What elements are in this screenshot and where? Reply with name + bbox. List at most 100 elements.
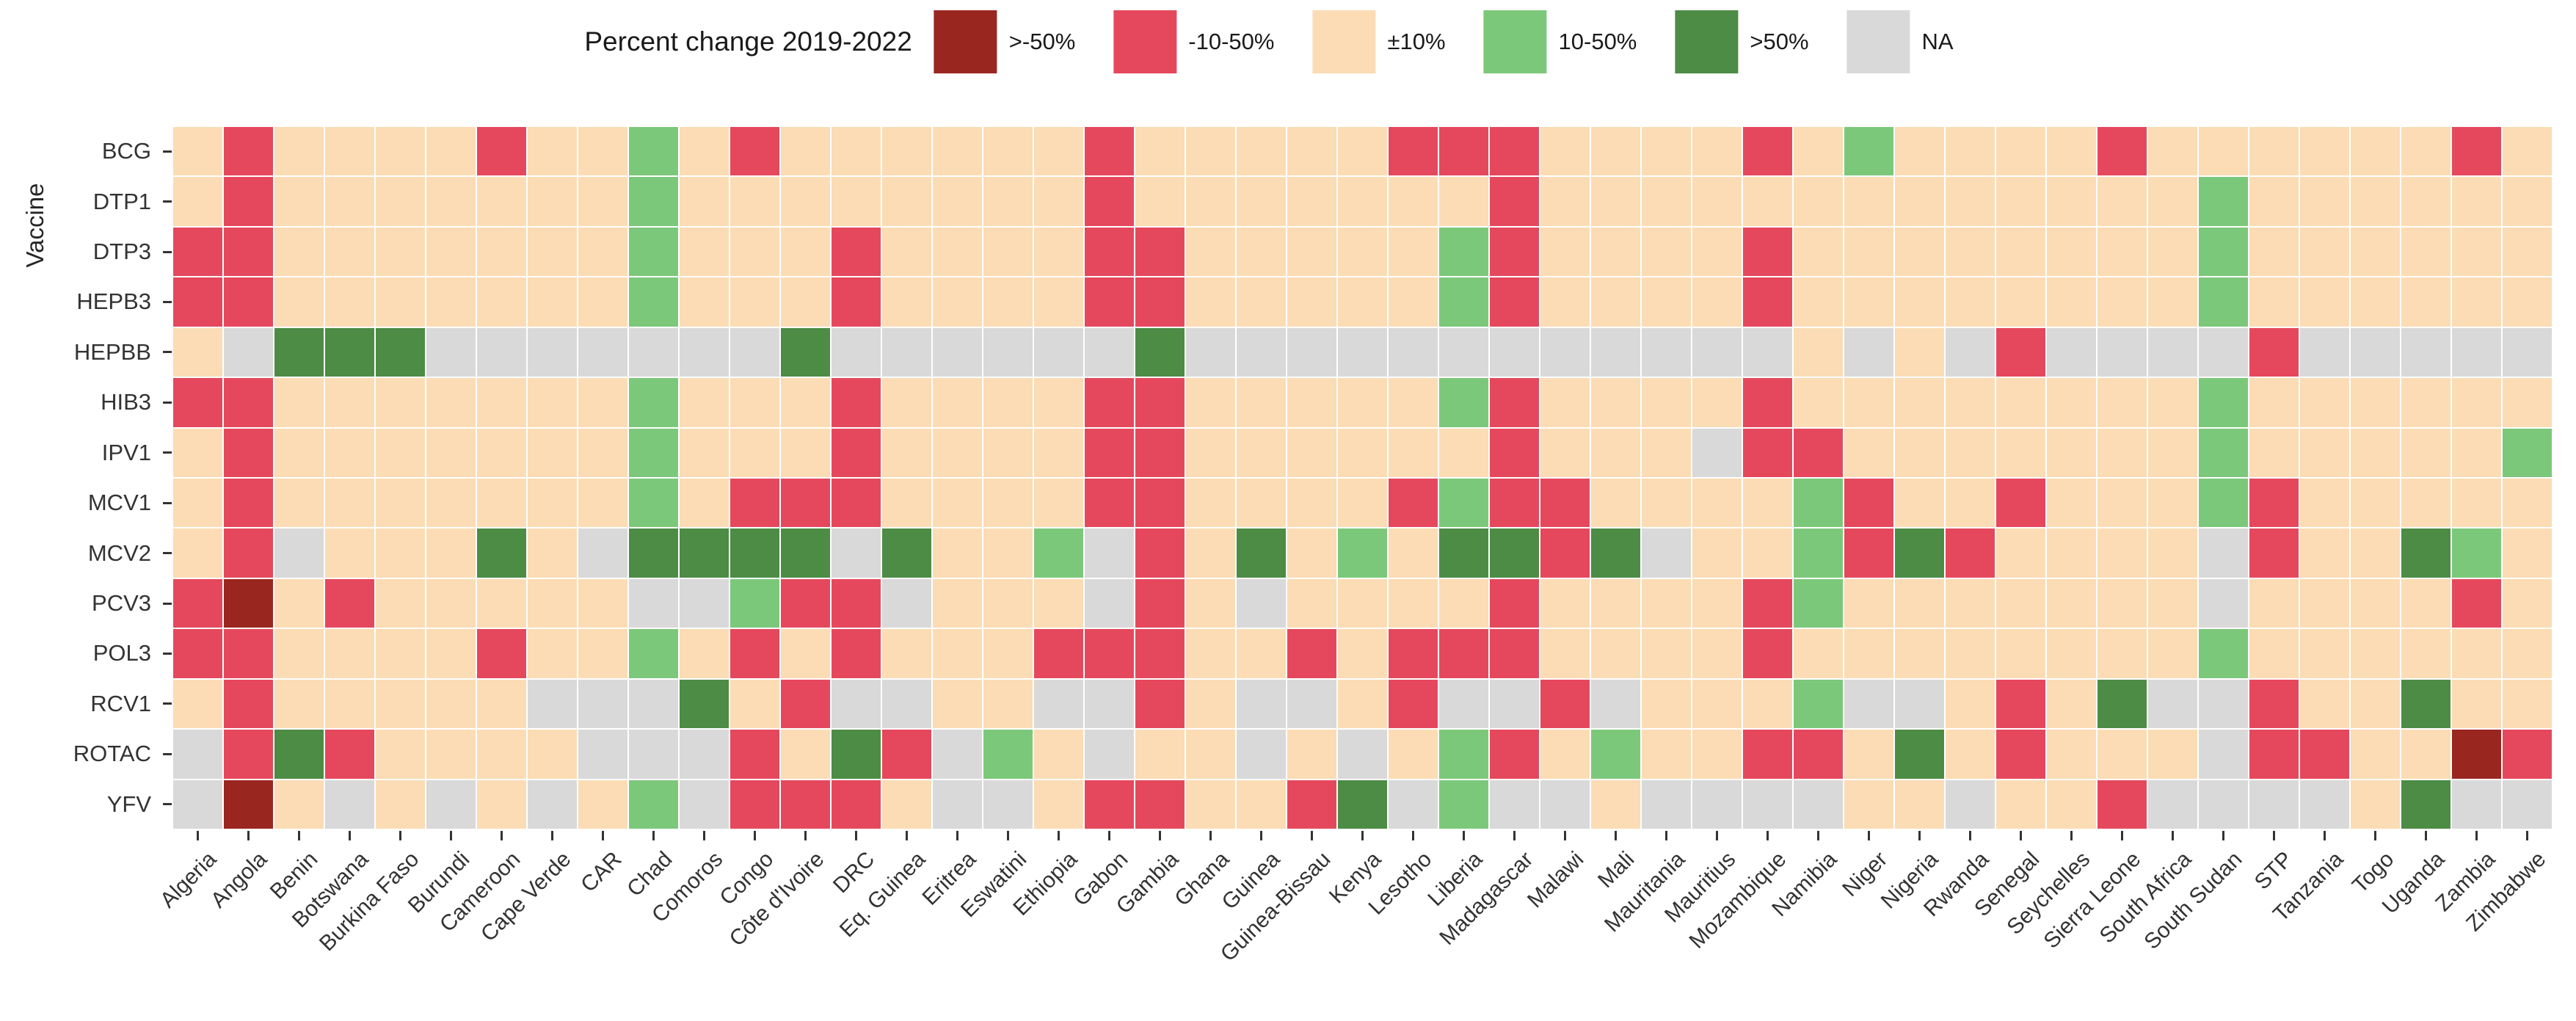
heatmap-cell	[1489, 327, 1540, 378]
heatmap-cell	[1692, 176, 1742, 227]
heatmap-cell	[1742, 678, 1793, 730]
heatmap-cell	[2451, 478, 2502, 528]
heatmap-cell	[527, 126, 578, 177]
heatmap-cell	[1945, 427, 1995, 478]
heatmap-cell	[628, 427, 679, 478]
x-tick	[1817, 831, 1819, 840]
heatmap-cell	[780, 779, 831, 829]
heatmap-cell	[2249, 528, 2299, 578]
heatmap-cell	[324, 578, 375, 629]
legend-swatch	[1847, 10, 1910, 73]
heatmap-cell	[2147, 126, 2198, 177]
heatmap-cell	[1945, 377, 1995, 428]
heatmap-cell	[881, 176, 932, 227]
heatmap-cell	[2502, 176, 2553, 227]
y-tick	[163, 552, 172, 555]
heatmap-cell	[1438, 277, 1489, 327]
heatmap-cell	[274, 176, 324, 227]
heatmap-cell	[2299, 678, 2350, 730]
heatmap-cell	[426, 528, 476, 578]
heatmap-cell	[1590, 779, 1641, 829]
x-tick	[602, 831, 604, 840]
heatmap-cell	[679, 277, 729, 327]
legend-item-label: -10-50%	[1188, 29, 1275, 54]
heatmap-cell	[2046, 327, 2097, 378]
heatmap-cell	[1185, 377, 1236, 428]
x-tick	[501, 831, 503, 840]
y-tick	[163, 501, 172, 504]
heatmap-cell	[1540, 377, 1590, 428]
heatmap-cell	[2147, 729, 2198, 780]
heatmap-cell	[780, 478, 831, 528]
x-tick	[247, 831, 250, 840]
x-tick	[1260, 831, 1262, 840]
heatmap-cell	[578, 226, 628, 277]
y-tick	[163, 451, 172, 454]
heatmap-cell	[1337, 528, 1388, 578]
heatmap-cell	[1742, 327, 1793, 378]
legend-item-label: NA	[1921, 29, 1954, 54]
heatmap-cell	[2401, 729, 2451, 780]
heatmap-cell	[527, 628, 578, 679]
heatmap-cell	[2401, 176, 2451, 227]
heatmap-cell	[324, 126, 375, 177]
heatmap-cell	[1236, 327, 1287, 378]
x-tick	[2324, 831, 2326, 840]
heatmap-cell	[831, 729, 881, 780]
heatmap-cell	[1945, 678, 1995, 730]
heatmap-cell	[831, 779, 881, 829]
heatmap-cell	[1641, 528, 1692, 578]
heatmap-cell	[932, 377, 983, 428]
heatmap-cell	[2350, 729, 2401, 780]
heatmap-cell	[2198, 678, 2249, 730]
heatmap-cell	[2401, 779, 2451, 829]
heatmap-cell	[1793, 528, 1844, 578]
heatmap-cell	[1590, 528, 1641, 578]
heatmap-cell	[578, 779, 628, 829]
y-tick	[163, 803, 172, 806]
heatmap-cell	[324, 678, 375, 730]
y-tick	[163, 150, 172, 153]
x-tick	[1767, 831, 1769, 840]
heatmap-cell	[729, 176, 780, 227]
heatmap-cell	[628, 478, 679, 528]
heatmap-cell	[2451, 628, 2502, 679]
heatmap-cell	[1995, 478, 2046, 528]
heatmap-cell	[2451, 779, 2502, 829]
heatmap-cell	[881, 427, 932, 478]
heatmap-cell	[476, 729, 527, 780]
heatmap-cell	[2147, 327, 2198, 378]
heatmap-cell	[223, 176, 274, 227]
heatmap-cell	[881, 377, 932, 428]
heatmap-cell	[1135, 277, 1185, 327]
heatmap-cell	[578, 578, 628, 629]
heatmap-cell	[324, 628, 375, 679]
heatmap-cell	[932, 779, 983, 829]
heatmap-cell	[527, 176, 578, 227]
heatmap-cell	[1844, 628, 1894, 679]
heatmap-cell	[1438, 427, 1489, 478]
heatmap-cell	[2097, 528, 2147, 578]
heatmap-cell	[2350, 126, 2401, 177]
heatmap-cell	[679, 528, 729, 578]
heatmap-cell	[1388, 226, 1438, 277]
y-axis-label: DTP3	[92, 239, 151, 265]
heatmap-cell	[2401, 478, 2451, 528]
heatmap-cell	[223, 729, 274, 780]
heatmap-cell	[1995, 427, 2046, 478]
heatmap-cell	[274, 277, 324, 327]
heatmap-cell	[1438, 126, 1489, 177]
heatmap-cell	[1844, 779, 1894, 829]
heatmap-cell	[2502, 628, 2553, 679]
heatmap-cell	[1236, 226, 1287, 277]
x-tick	[399, 831, 401, 840]
heatmap-cell	[1033, 628, 1084, 679]
heatmap-cell	[1084, 377, 1135, 428]
heatmap-cell	[932, 678, 983, 730]
heatmap-cell	[1388, 578, 1438, 629]
heatmap-cell	[172, 578, 223, 629]
heatmap-cell	[1844, 377, 1894, 428]
heatmap-cell	[1995, 628, 2046, 679]
heatmap-cell	[881, 226, 932, 277]
heatmap-cell	[1236, 729, 1287, 780]
